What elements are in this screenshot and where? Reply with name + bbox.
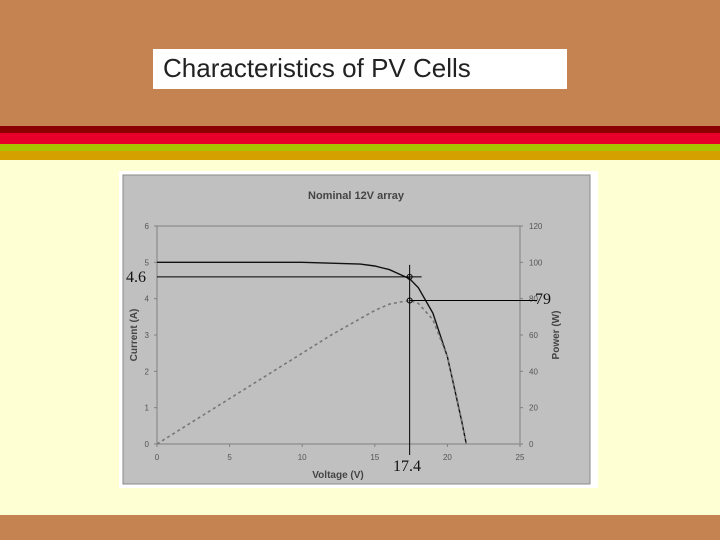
y-axis-right-label: Power (W) — [551, 311, 562, 360]
current-annotation: 4.6 — [126, 269, 146, 286]
y-right-tick-label: 60 — [529, 331, 538, 340]
y-right-tick-label: 20 — [529, 404, 538, 413]
power-annotation: 79 — [535, 291, 551, 308]
x-tick-label: 25 — [516, 453, 525, 462]
y-left-tick-label: 4 — [145, 295, 150, 304]
y-left-tick-label: 6 — [145, 222, 150, 231]
x-tick-label: 20 — [443, 453, 452, 462]
x-axis-label: Voltage (V) — [312, 470, 363, 481]
y-right-tick-label: 40 — [529, 367, 538, 376]
y-left-tick-label: 5 — [145, 258, 150, 267]
stripe-dark-red — [0, 126, 720, 133]
y-right-tick-label: 120 — [529, 222, 543, 231]
y-right-tick-label: 80 — [529, 295, 538, 304]
y-left-tick-label: 1 — [145, 404, 150, 413]
power-curve — [156, 299, 468, 445]
slide-footer-band — [0, 515, 720, 540]
y-right-tick-label: 100 — [529, 258, 543, 267]
slide-title: Characteristics of PV Cells — [163, 53, 471, 83]
y-right-tick-label: 0 — [529, 440, 534, 449]
x-tick-label: 15 — [370, 453, 379, 462]
x-tick-label: 5 — [227, 453, 232, 462]
slide-title-box: Characteristics of PV Cells — [153, 49, 567, 89]
voltage-annotation: 17.4 — [393, 458, 421, 475]
stripe-green — [0, 144, 720, 151]
x-tick-label: 10 — [298, 453, 307, 462]
x-tick-label: 0 — [155, 453, 160, 462]
chart-title: Nominal 12V array — [308, 190, 405, 202]
y-left-tick-label: 0 — [145, 440, 150, 449]
y-left-tick-label: 3 — [145, 331, 150, 340]
stripe-red — [0, 133, 720, 144]
y-axis-left-label: Current (A) — [129, 309, 140, 362]
mpp-current-marker — [406, 273, 413, 280]
stripe-gold — [0, 151, 720, 160]
mpp-power-marker — [406, 297, 413, 304]
y-left-tick-label: 2 — [145, 367, 150, 376]
